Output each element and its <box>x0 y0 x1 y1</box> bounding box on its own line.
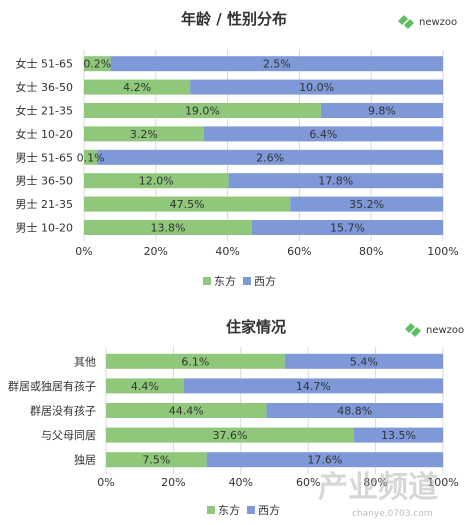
legend-swatch-east <box>203 277 211 285</box>
data-label-east: 44.4% <box>169 405 204 418</box>
x-tick-label: 40% <box>215 245 239 258</box>
age-gender-chart-svg: 年龄 / 性别分布 newzoo 女士 51-65 0.2% 2.5% 女士 36-50 4… <box>16 10 459 288</box>
data-label-west: 17.8% <box>318 175 353 188</box>
data-label-west: 6.4% <box>309 128 337 141</box>
data-label-east: 47.5% <box>170 198 205 211</box>
watermark-url: chanye.0703.com <box>352 509 433 519</box>
data-label-west: 5.4% <box>350 355 378 368</box>
category-label: 男士 10-20 <box>16 222 73 235</box>
bar-east <box>106 353 285 369</box>
bar-east <box>106 427 354 443</box>
bar-west <box>228 173 443 189</box>
legend-label-west: 西方 <box>254 274 276 288</box>
legend-label-west: 西方 <box>258 503 280 517</box>
bar-west <box>190 79 443 95</box>
category-label: 与父母同居 <box>41 429 96 442</box>
x-tick-label: 100% <box>427 476 458 489</box>
bar-west <box>206 452 443 468</box>
data-label-west: 17.6% <box>307 454 342 467</box>
x-tick-label: 20% <box>144 245 168 258</box>
bar-east <box>106 403 267 418</box>
data-label-west: 9.8% <box>368 105 396 118</box>
legend-label-east: 东方 <box>214 274 236 288</box>
data-label-east: 4.4% <box>131 380 159 393</box>
newzoo-logo-text: newzoo <box>426 325 464 336</box>
data-label-west: 2.5% <box>263 58 291 71</box>
watermark-text: 产业频道 <box>318 470 438 505</box>
category-label: 群居没有孩子 <box>30 404 96 418</box>
data-label-east: 4.2% <box>123 81 151 94</box>
newzoo-logo-icon <box>398 15 414 29</box>
category-label: 女士 10-20 <box>16 127 73 141</box>
x-tick-label: 80% <box>359 245 383 258</box>
newzoo-logo: newzoo <box>398 15 457 29</box>
bar-west <box>110 56 443 72</box>
bar-east <box>84 149 98 165</box>
bar-east <box>84 103 321 118</box>
x-tick-label: 100% <box>427 245 458 258</box>
category-label: 男士 36-50 <box>16 175 73 188</box>
newzoo-logo: newzoo <box>405 323 464 337</box>
category-label: 男士 51-65 <box>16 151 73 164</box>
data-label-west: 2.6% <box>256 151 284 164</box>
bar-east <box>84 79 191 95</box>
data-label-east: 19.0% <box>185 105 220 118</box>
category-label: 独居 <box>74 454 96 467</box>
bar-east <box>106 378 184 394</box>
bar-west <box>97 149 443 165</box>
x-tick-label: 20% <box>161 476 185 489</box>
data-label-east: 0.2% <box>83 58 111 71</box>
bar-west <box>290 196 443 212</box>
bar-west <box>320 103 443 118</box>
category-label: 女士 51-65 <box>16 57 73 71</box>
x-tick-label: 60% <box>287 245 311 258</box>
legend-swatch-west <box>243 277 251 285</box>
data-label-west: 15.7% <box>330 222 365 235</box>
category-label: 女士 36-50 <box>16 80 73 94</box>
age-gender-chart: 年龄 / 性别分布 newzoo 女士 51-65 0.2% 2.5% 女士 36-50 4… <box>16 10 459 288</box>
bar-east <box>84 173 229 189</box>
data-label-east: 3.2% <box>130 128 158 141</box>
living-situation-chart-svg: 住家情况 newzoo 其他 6.1% 5.4% 群居或独居有孩子 4.4% 14.7% 群居没… <box>8 318 464 519</box>
bar-west <box>183 378 443 394</box>
bar-west <box>353 427 443 443</box>
bar-east <box>84 56 111 72</box>
legend-swatch-east <box>207 506 215 514</box>
x-tick-label: 0% <box>97 476 114 489</box>
data-label-west: 14.7% <box>296 380 331 393</box>
x-tick-label: 80% <box>363 476 387 489</box>
living-situation-chart: 住家情况 newzoo 其他 6.1% 5.4% 群居或独居有孩子 4.4% 14.7% 群居没… <box>0 308 468 521</box>
data-label-west: 48.8% <box>337 405 372 418</box>
bar-west <box>203 126 443 142</box>
newzoo-logo-icon <box>405 323 421 337</box>
data-label-west: 35.2% <box>349 198 384 211</box>
category-label: 其他 <box>74 355 96 368</box>
bar-east <box>84 126 204 142</box>
category-label: 群居或独居有孩子 <box>8 379 96 393</box>
bar-east <box>84 196 291 212</box>
x-tick-label: 40% <box>229 476 253 489</box>
data-label-east: 6.1% <box>181 355 209 368</box>
category-label: 女士 21-35 <box>16 104 73 118</box>
bar-east <box>84 220 252 235</box>
category-label: 男士 21-35 <box>16 198 73 211</box>
bar-west <box>266 403 443 418</box>
data-label-east: 13.8% <box>150 222 185 235</box>
data-label-east: 7.5% <box>142 454 170 467</box>
newzoo-logo-text: newzoo <box>419 17 457 28</box>
bar-east <box>106 452 207 468</box>
data-label-west: 10.0% <box>299 81 334 94</box>
data-label-east: 37.6% <box>213 429 248 442</box>
data-label-east: 12.0% <box>139 175 174 188</box>
x-tick-label: 60% <box>296 476 320 489</box>
data-label-west: 13.5% <box>381 429 416 442</box>
chart-title: 住家情况 <box>226 318 286 336</box>
legend-label-east: 东方 <box>218 503 240 517</box>
chart-title: 年龄 / 性别分布 <box>181 10 287 28</box>
legend-swatch-west <box>247 506 255 514</box>
x-tick-label: 0% <box>75 245 92 258</box>
bar-west <box>284 353 443 369</box>
bar-west <box>251 220 443 235</box>
data-label-east: 0.1% <box>77 151 105 164</box>
